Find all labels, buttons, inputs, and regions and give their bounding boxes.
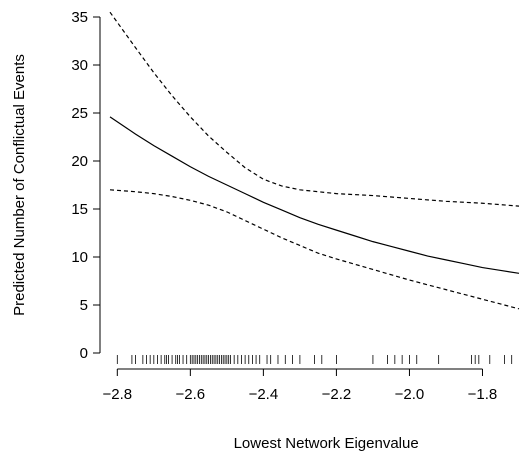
y-tick-label: 10 xyxy=(71,249,88,266)
y-tick-label: 5 xyxy=(80,297,88,314)
y-tick-label: 15 xyxy=(71,201,88,218)
series-lines xyxy=(109,11,520,310)
y-axis-label: Predicted Number of Conflictual Events xyxy=(11,54,28,316)
y-axis: 0 5 10 15 20 25 30 35 xyxy=(71,9,101,362)
y-tick-label: 20 xyxy=(71,153,88,170)
y-tick-label: 25 xyxy=(71,105,88,122)
x-tick-label: −1.8 xyxy=(468,386,498,403)
upper-bound-line xyxy=(109,11,520,207)
x-tick-label: −2.0 xyxy=(395,386,425,403)
x-axis: −2.8 −2.6 −2.4 −2.2 −2.0 −1.8 xyxy=(102,368,498,403)
lower-bound-line xyxy=(109,189,520,310)
y-tick-label: 0 xyxy=(80,345,88,362)
rug-marks xyxy=(116,355,513,364)
x-tick-label: −2.8 xyxy=(102,386,132,403)
x-tick-label: −2.2 xyxy=(322,386,352,403)
x-tick-label: −2.6 xyxy=(176,386,206,403)
y-tick-label: 30 xyxy=(71,57,88,74)
x-tick-label: −2.4 xyxy=(249,386,279,403)
y-tick-label: 35 xyxy=(71,9,88,26)
x-axis-label: Lowest Network Eigenvalue xyxy=(234,435,419,452)
predicted-line xyxy=(109,116,520,274)
